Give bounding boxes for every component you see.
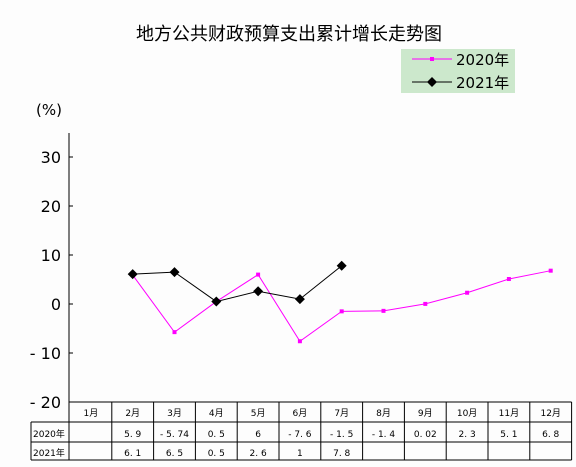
x-tick-label: 2月	[125, 408, 140, 419]
data-label: 6. 1	[124, 449, 141, 459]
data-label: - 5. 74	[160, 430, 189, 440]
data-point	[339, 309, 344, 314]
legend-2021-label: 2021年	[456, 74, 509, 92]
x-tick-label: 11月	[499, 408, 519, 419]
chart-title: 地方公共财政预算支出累计增长走势图	[136, 24, 442, 45]
data-label: 2. 3	[459, 430, 476, 440]
data-point	[423, 301, 428, 306]
data-point	[211, 296, 222, 307]
y-tick-label: 30	[41, 148, 61, 167]
series-line-2021年	[132, 265, 343, 303]
x-tick-label: 9月	[418, 408, 433, 419]
x-tick-label: 3月	[167, 408, 182, 419]
data-label: 2. 6	[250, 449, 267, 459]
data-label: 0. 5	[208, 449, 225, 459]
data-point	[506, 277, 511, 282]
y-tick-label: 0	[51, 295, 61, 314]
y-tick-label: 20	[41, 197, 61, 216]
data-label: 5. 1	[500, 430, 517, 440]
legend-2020-label: 2020年	[456, 51, 509, 69]
y-tick-label: 10	[41, 246, 61, 265]
data-label: 6. 8	[542, 430, 559, 440]
y-axis: 30 20 10 0 - 10 - 20	[30, 148, 73, 412]
x-tick-label: 6月	[293, 408, 308, 419]
data-point	[127, 269, 138, 280]
x-tick-label: 8月	[376, 408, 391, 419]
data-point	[336, 260, 347, 271]
legend-2020-marker	[430, 57, 434, 61]
data-point	[256, 272, 261, 277]
data-point	[253, 286, 264, 297]
data-label: 7. 8	[333, 449, 350, 459]
y-tick-label: - 20	[30, 393, 61, 412]
data-point	[294, 294, 305, 305]
y-tick-label: - 10	[30, 344, 61, 363]
data-point	[172, 330, 177, 335]
x-tick-label: 5月	[251, 408, 266, 419]
series-line-2020年	[132, 270, 551, 342]
legend-2021-marker	[427, 77, 437, 87]
data-point	[297, 339, 302, 344]
data-label: - 1. 4	[372, 430, 396, 440]
data-label: 1	[297, 449, 303, 459]
table-series-label: 2020年	[33, 428, 65, 440]
data-label: 0. 5	[208, 430, 225, 440]
x-tick-label: 10月	[457, 408, 477, 419]
legend-background	[401, 49, 515, 93]
x-tick-label: 1月	[84, 408, 99, 419]
data-table: 1月 2月 3月 4月 5月 6月 7月 8月 9月 10月 11月 12月 2020年 5. 9 - 5.…	[30, 401, 573, 461]
data-label: - 1. 5	[330, 430, 353, 440]
data-point	[548, 268, 553, 273]
legend: 2020年 2021年	[401, 49, 515, 93]
x-tick-label: 7月	[334, 408, 349, 419]
data-point	[465, 290, 470, 295]
data-label: 6	[255, 430, 261, 440]
y-axis-unit: (%)	[36, 101, 62, 119]
data-label: 5. 9	[124, 430, 141, 440]
data-point	[381, 308, 386, 313]
data-label: - 7. 6	[288, 430, 312, 440]
x-tick-label: 12月	[540, 408, 560, 419]
table-series-label: 2021年	[33, 447, 65, 459]
data-label: 0. 02	[414, 430, 437, 440]
data-point	[169, 267, 180, 278]
x-tick-label: 4月	[209, 408, 224, 419]
data-label: 6. 5	[166, 449, 183, 459]
plot-area	[127, 260, 553, 344]
